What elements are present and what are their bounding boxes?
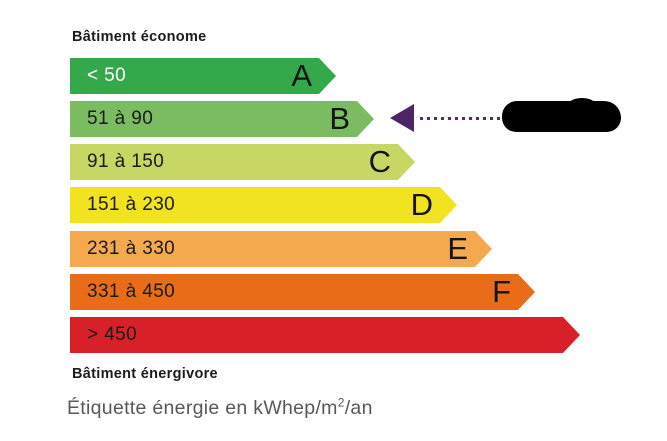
caption-prefix: Étiquette énergie en kWhep/m [67,397,338,419]
bar-range-label: 331 à 450 [87,281,176,302]
caption-superscript: 2 [337,395,345,410]
bar-grade-letter: E [447,231,468,266]
energy-bar-e: 231 à 330 E [70,231,492,267]
caption-suffix: /an [344,397,373,419]
energy-bar-g: > 450 [70,317,580,353]
bar-grade-letter: C [368,144,391,179]
energy-bar-d: 151 à 230 D [70,187,457,223]
bar-grade-letter: D [410,187,433,222]
energy-bar-c: 91 à 150 C [70,144,415,180]
bar-range-label: 151 à 230 [87,194,176,215]
rating-pointer-arrow-icon [390,104,414,132]
bar-range-label: > 450 [87,324,138,345]
bar-grade-letter: A [291,58,312,93]
energy-intensive-building-label: Bâtiment énergivore [72,366,218,382]
dotted-connector-line [420,117,502,120]
energy-bar-b: 51 à 90 B [70,101,374,137]
bar-range-label: < 50 [87,65,127,86]
caption: Étiquette énergie en kWhep/m2/an [67,397,373,420]
redacted-value-blob [502,98,621,132]
bar-range-label: 91 à 150 [87,151,165,172]
bar-range-label: 231 à 330 [87,238,176,259]
bar-grade-letter: B [329,101,350,136]
energy-bar-a: < 50 A [70,58,336,94]
energy-bar-f: 331 à 450 F [70,274,535,310]
bar-grade-letter: F [492,274,511,309]
economical-building-label: Bâtiment économe [72,29,207,45]
bar-range-label: 51 à 90 [87,108,154,129]
